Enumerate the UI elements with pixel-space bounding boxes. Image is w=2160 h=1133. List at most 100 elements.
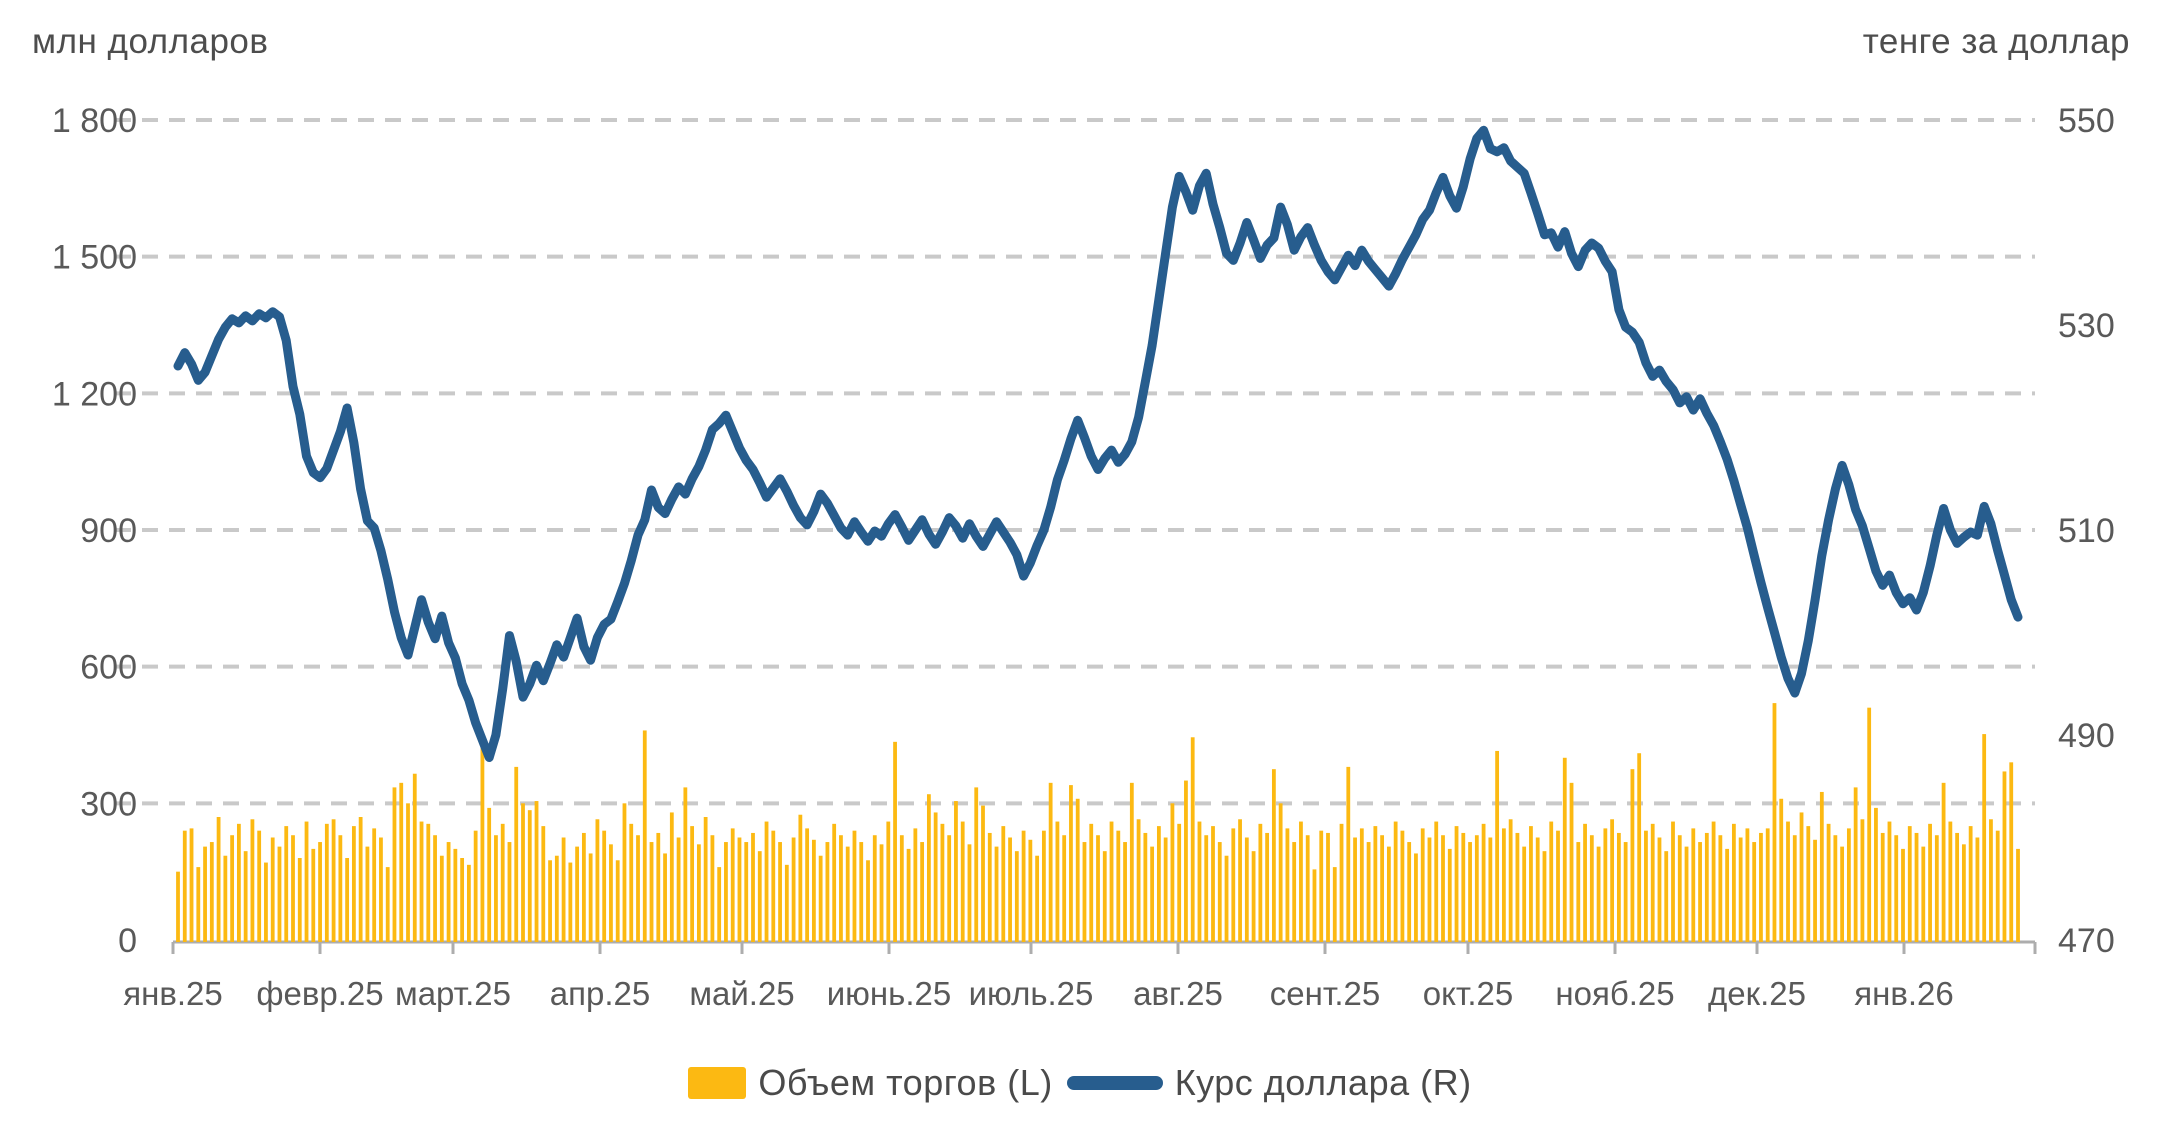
left-axis-tick-label: 1 800 (52, 102, 137, 140)
rate-swatch-icon (1066, 1076, 1163, 1090)
trading-volume-bar (466, 864, 471, 942)
trading-volume-bar (1549, 821, 1554, 942)
trading-volume-bar (2016, 848, 2020, 942)
trading-volume-bar (1454, 826, 1459, 942)
trading-volume-bar (1955, 832, 1960, 942)
trading-volume-bar (1677, 835, 1682, 942)
trading-volume-bar (311, 848, 316, 942)
trading-volume-bar (399, 782, 404, 942)
trading-volume-bar (1684, 846, 1689, 942)
trading-volume-bar (1062, 835, 1067, 942)
trading-volume-bar (1860, 819, 1865, 942)
trading-volume-bar (1441, 835, 1445, 942)
trading-volume-bar (1691, 828, 1696, 942)
trading-volume-bar (1623, 842, 1628, 942)
trading-volume-bar (1427, 837, 1432, 942)
trading-volume-bar (1474, 835, 1479, 942)
trading-volume-bar (1914, 832, 1919, 942)
trading-volume-bar (1319, 830, 1324, 942)
trading-volume-bar (412, 773, 417, 942)
trading-volume-bar (189, 828, 194, 942)
trading-volume-bar (771, 830, 776, 942)
trading-volume-bar (1238, 819, 1242, 942)
trading-volume-bar (1887, 821, 1892, 942)
trading-volume-bar (987, 832, 992, 942)
trading-volume-bar (757, 851, 762, 942)
trading-volume-bar (683, 787, 688, 942)
trading-volume-bar (1041, 830, 1046, 942)
trading-volume-bar (1711, 821, 1716, 942)
trading-volume-bar (554, 855, 559, 942)
trading-volume-bar (2002, 771, 2007, 942)
trading-volume-bar (392, 787, 397, 942)
left-axis-tick-label: 1 200 (52, 375, 137, 413)
x-axis-label: февр.25 (256, 975, 383, 1012)
trading-volume-bar (264, 862, 268, 942)
trading-volume-bar (1069, 785, 1073, 942)
trading-volume-bar (663, 853, 667, 942)
trading-volume-bar (297, 858, 302, 942)
x-axis-label: янв.25 (123, 975, 223, 1012)
trading-volume-bar (1299, 821, 1303, 942)
trading-volume-bar (1799, 812, 1804, 942)
trading-volume-bar (1326, 832, 1330, 942)
trading-volume-bar (1846, 828, 1851, 942)
trading-volume-bar (1840, 846, 1845, 942)
trading-volume-bar (656, 832, 661, 942)
trading-volume-bar (1163, 837, 1168, 942)
trading-volume-bar (1515, 832, 1520, 942)
trading-volume-bar (710, 835, 715, 942)
trading-volume-bar (494, 835, 498, 942)
right-axis-tick-label: 550 (2058, 102, 2115, 140)
trading-volume-bar (2009, 762, 2014, 942)
trading-volume-bar (1901, 848, 1905, 942)
trading-volume-bar (751, 832, 755, 942)
trading-volume-bar (872, 835, 877, 942)
trading-volume-bar (588, 853, 593, 942)
trading-volume-bar (284, 826, 289, 942)
trading-volume-bar (798, 814, 803, 942)
trading-volume-bar (1400, 830, 1405, 942)
trading-volume-bar (209, 842, 214, 942)
trading-volume-bar (920, 842, 925, 942)
trading-volume-bar (1414, 853, 1418, 942)
trading-volume-bar (1975, 837, 1980, 942)
trading-volume-bar (893, 741, 897, 942)
trading-volume-bar (1177, 823, 1182, 942)
trading-volume-bar (1928, 823, 1932, 942)
trading-volume-bar (1671, 821, 1675, 942)
trading-volume-bar (1907, 826, 1912, 942)
trading-volume-bar (230, 835, 235, 942)
trading-volume-bar (1731, 823, 1736, 942)
trading-volume-bar (839, 835, 843, 942)
trading-volume-bar (358, 817, 363, 942)
trading-volume-bar (406, 803, 410, 942)
trading-volume-bar (1102, 851, 1107, 942)
trading-volume-bar (866, 860, 870, 942)
trading-volume-bar (1637, 753, 1642, 942)
trading-volume-bar (1826, 823, 1831, 942)
legend-item-volume[interactable]: Объем торгов (L) (688, 1062, 1052, 1104)
trading-volume-bar (1129, 782, 1134, 942)
trading-volume-bar (1001, 826, 1006, 942)
trading-volume-bar (257, 830, 262, 942)
right-axis-tick-label: 510 (2058, 512, 2115, 550)
trading-volume-bar (1806, 826, 1811, 942)
trading-volume-bar (541, 826, 546, 942)
volume-swatch-icon (688, 1067, 747, 1099)
trading-volume-bar (575, 846, 580, 942)
trading-volume-bar (636, 835, 640, 942)
trading-volume-bar (1745, 828, 1750, 942)
trading-volume-bar (1190, 737, 1195, 942)
trading-volume-bar (1271, 769, 1276, 942)
legend-label-volume: Объем торгов (L) (758, 1062, 1053, 1103)
trading-volume-bar (1664, 851, 1669, 942)
trading-volume-bar (500, 823, 505, 942)
trading-volume-bar (852, 830, 857, 942)
legend-item-rate[interactable]: Курс доллара (R) (1066, 1062, 1472, 1104)
trading-volume-bar (879, 844, 884, 942)
trading-volume-bar (960, 821, 965, 942)
trading-volume-bar (426, 823, 431, 942)
trading-volume-bar (196, 867, 201, 942)
